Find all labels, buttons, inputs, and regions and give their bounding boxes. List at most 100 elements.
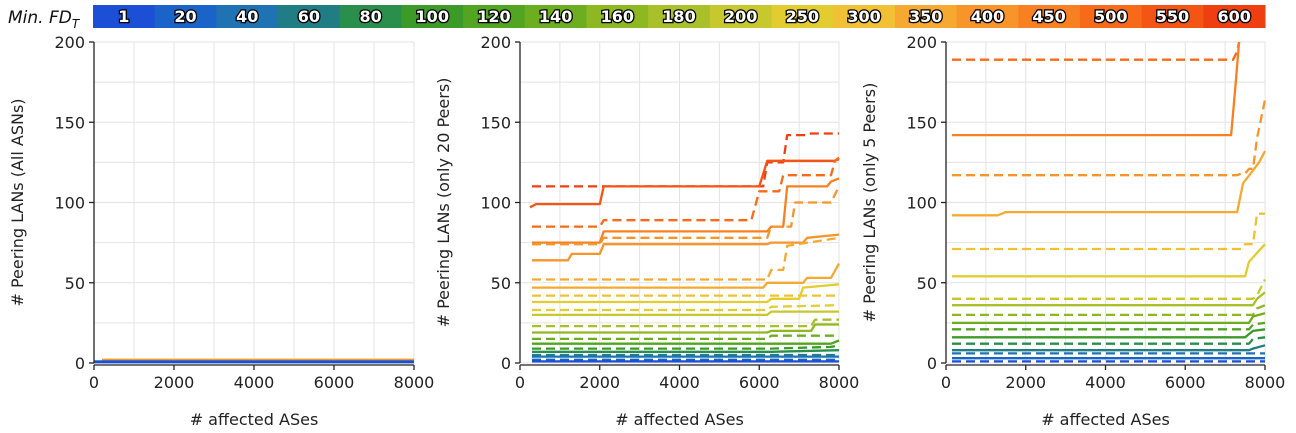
y-tick-label: 50 bbox=[491, 274, 511, 293]
x-tick-label: 4000 bbox=[659, 373, 700, 392]
colorbar-legend: Min. FDT 1 20 40 60 80 100 120 140 160 180 200 250 3… bbox=[8, 5, 1266, 31]
legend-swatch bbox=[1079, 5, 1143, 28]
chart-panel-2: 0 2000 4000 6000 8000 0 50 100 150 200 # affected … bbox=[434, 33, 859, 429]
x-tick-label: 0 bbox=[941, 373, 951, 392]
legend-label: 40 bbox=[236, 7, 258, 26]
legend-label: 200 bbox=[724, 7, 757, 26]
series-line bbox=[952, 243, 1266, 278]
x-tick-label: 8000 bbox=[1245, 373, 1286, 392]
series-line bbox=[952, 321, 1266, 331]
series-group bbox=[952, 41, 1267, 363]
series-line bbox=[952, 41, 1241, 137]
y-tick-label: 200 bbox=[906, 33, 937, 52]
series-line bbox=[532, 344, 840, 350]
y-tick-label: 150 bbox=[906, 113, 937, 132]
series-line bbox=[952, 291, 1266, 307]
series-line bbox=[952, 41, 1241, 61]
chart-panel-1: 0 2000 4000 6000 8000 0 50 100 150 200 # affected … bbox=[8, 33, 434, 429]
series-line bbox=[532, 236, 840, 281]
x-tick-label: 0 bbox=[89, 373, 99, 392]
legend-label: 600 bbox=[1217, 7, 1250, 26]
series-line bbox=[952, 336, 1266, 345]
legend-label: 400 bbox=[971, 7, 1004, 26]
series-line bbox=[532, 304, 840, 312]
legend-swatch bbox=[771, 5, 834, 28]
legend-label: 250 bbox=[786, 7, 819, 26]
y-tick-label: 0 bbox=[75, 354, 85, 373]
series-group bbox=[94, 358, 414, 364]
series-line bbox=[529, 158, 840, 209]
y-tick-label: 100 bbox=[906, 194, 937, 213]
y-tick-label: 50 bbox=[65, 274, 85, 293]
y-axis-label: # Peering LANs (All ASNs) bbox=[8, 98, 27, 306]
y-tick-label: 200 bbox=[54, 33, 85, 52]
legend-title-subscript: T bbox=[72, 17, 81, 31]
y-tick-label: 200 bbox=[480, 33, 511, 52]
legend-swatch bbox=[93, 5, 156, 28]
series-line bbox=[532, 334, 839, 341]
x-tick-label: 8000 bbox=[394, 373, 435, 392]
x-tick-label: 2000 bbox=[154, 373, 195, 392]
legend-swatch bbox=[648, 5, 711, 28]
legend-title: Min. FDT bbox=[8, 8, 81, 31]
series-line bbox=[532, 283, 840, 304]
x-tick-label: 6000 bbox=[1165, 373, 1206, 392]
legend-swatch bbox=[1203, 5, 1266, 28]
grid bbox=[945, 41, 1266, 364]
series-line bbox=[532, 310, 839, 317]
x-tick-label: 8000 bbox=[819, 373, 860, 392]
legend-label: 20 bbox=[174, 7, 196, 26]
series-line bbox=[532, 323, 839, 334]
legend-label: 80 bbox=[359, 7, 381, 26]
legend-swatch bbox=[278, 5, 341, 28]
legend-swatch bbox=[709, 5, 773, 28]
legend-label: 550 bbox=[1156, 7, 1189, 26]
x-tick-label: 4000 bbox=[234, 373, 275, 392]
legend-label: 450 bbox=[1032, 7, 1065, 26]
y-tick-label: 100 bbox=[480, 194, 511, 213]
x-axis-label: # affected ASes bbox=[190, 410, 319, 429]
legend-swatch bbox=[833, 5, 896, 28]
y-tick-label: 50 bbox=[917, 274, 937, 293]
legend-label: 120 bbox=[477, 7, 510, 26]
legend-swatch bbox=[1018, 5, 1081, 28]
y-axis-label: # Peering LANs (only 5 Peers) bbox=[860, 83, 879, 323]
series-line bbox=[532, 339, 840, 345]
series-line bbox=[532, 156, 840, 228]
legend-swatch bbox=[956, 5, 1019, 28]
series-line bbox=[952, 312, 1266, 325]
y-tick-label: 150 bbox=[480, 113, 511, 132]
legend-label: 140 bbox=[539, 7, 572, 26]
legend-swatch bbox=[524, 5, 587, 28]
legend-cells: 1 20 40 60 80 100 120 140 160 180 200 250 300 350 400 4… bbox=[93, 5, 1266, 28]
x-tick-label: 4000 bbox=[1085, 373, 1126, 392]
legend-swatch bbox=[894, 5, 958, 28]
x-tick-label: 6000 bbox=[739, 373, 780, 392]
y-tick-label: 0 bbox=[927, 354, 937, 373]
legend-label: 100 bbox=[416, 7, 449, 26]
legend-label: 160 bbox=[601, 7, 634, 26]
y-tick-label: 0 bbox=[501, 354, 511, 373]
legend-label: 180 bbox=[662, 7, 695, 26]
legend-swatch bbox=[586, 5, 649, 28]
series-line bbox=[952, 150, 1267, 217]
series-line bbox=[952, 278, 1267, 300]
series-group bbox=[529, 132, 841, 363]
series-line bbox=[532, 262, 841, 289]
x-tick-label: 6000 bbox=[314, 373, 355, 392]
y-tick-label: 100 bbox=[54, 194, 85, 213]
x-tick-label: 2000 bbox=[579, 373, 620, 392]
series-line bbox=[532, 318, 839, 328]
legend-label: 60 bbox=[298, 7, 320, 26]
legend-swatch bbox=[339, 5, 402, 28]
y-tick-label: 150 bbox=[54, 113, 85, 132]
series-line bbox=[532, 349, 840, 353]
legend-swatch bbox=[1141, 5, 1204, 28]
x-axis-label: # affected ASes bbox=[1041, 410, 1170, 429]
legend-title-main: Min. FD bbox=[8, 8, 72, 28]
legend-label: 300 bbox=[847, 7, 880, 26]
legend-label: 500 bbox=[1094, 7, 1127, 26]
x-axis-label: # affected ASes bbox=[615, 410, 744, 429]
series-line bbox=[952, 328, 1266, 339]
